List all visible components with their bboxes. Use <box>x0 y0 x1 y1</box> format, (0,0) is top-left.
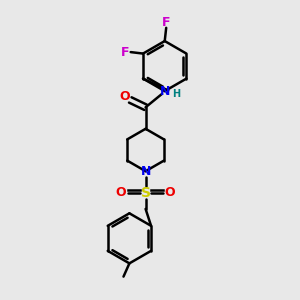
Text: O: O <box>116 186 127 199</box>
Text: O: O <box>120 91 130 103</box>
Text: N: N <box>140 165 151 178</box>
Text: H: H <box>172 89 181 99</box>
Text: S: S <box>141 186 151 200</box>
Text: F: F <box>162 16 171 29</box>
Text: N: N <box>160 85 170 98</box>
Text: O: O <box>165 186 175 199</box>
Text: F: F <box>121 46 129 59</box>
